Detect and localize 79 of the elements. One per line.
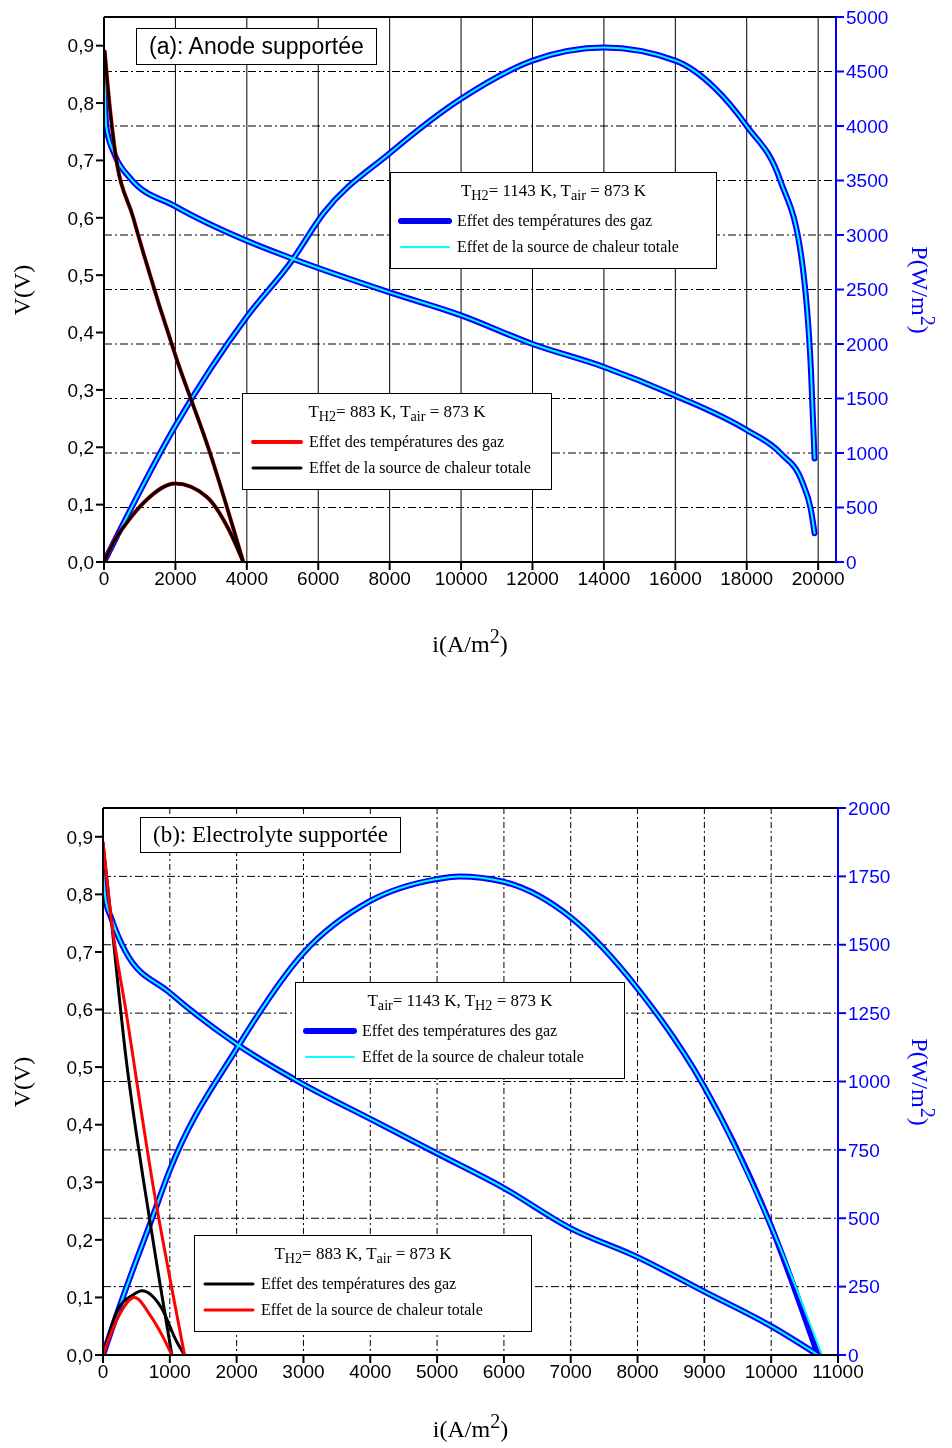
y2-tick-label: 1000 [846, 442, 889, 464]
legend-label: Effet des températures des gaz [309, 433, 505, 452]
y-tick-label: 0,0 [66, 1344, 93, 1366]
y-tick-label: 0,7 [66, 941, 93, 963]
x-tick-label: 2000 [215, 1361, 258, 1383]
y2-tick-label: 500 [848, 1207, 880, 1229]
y2-tick-label: 0 [846, 551, 857, 573]
x-tick-label: 3000 [282, 1361, 325, 1383]
x-tick-label: 1000 [148, 1361, 191, 1383]
legend-label: Effet de la source de chaleur totale [457, 238, 679, 257]
x-tick-label: 10000 [744, 1361, 798, 1383]
legend-label: Effet de la source de chaleur totale [261, 1301, 483, 1320]
x-tick-label: 7000 [549, 1361, 592, 1383]
x-tick-label: 8000 [368, 568, 411, 590]
x-tick-label: 6000 [297, 568, 340, 590]
x-tick-label: 6000 [482, 1361, 526, 1383]
x-axis-title: i(A/m$^{2}$) [432, 625, 508, 657]
y-axis-title: V(V) [8, 1056, 35, 1107]
y-tick-label: 0,4 [66, 1114, 94, 1136]
y2-tick-label: 5000 [846, 6, 889, 28]
y2-tick-label: 1250 [848, 1002, 891, 1024]
y-tick-label: 0,4 [67, 322, 95, 344]
text: (b): Electrolyte supportée [153, 822, 389, 847]
y2-tick-label: 4000 [846, 115, 889, 137]
y2-tick-label: 4500 [846, 61, 889, 83]
y-tick-label: 0,8 [66, 884, 93, 906]
x-tick-label: 14000 [577, 568, 631, 590]
y-tick-label: 0,8 [67, 92, 94, 114]
y-tick-label: 0,1 [67, 494, 94, 516]
annotation: T$_{H2}$= 1143 K, T$_{air}$ = 873 K [460, 181, 647, 204]
x-tick-label: 10000 [434, 568, 488, 590]
y-tick-label: 0,5 [67, 264, 94, 286]
y2-tick-label: 750 [848, 1139, 880, 1161]
y2-tick-label: 1500 [846, 388, 889, 410]
y2-tick-label: 1000 [848, 1071, 891, 1093]
annotation: T$_{H2}$= 883 K, T$_{air}$ = 873 K [308, 402, 486, 425]
y2-tick-label: 2000 [848, 797, 891, 819]
annotation: T$_{air}$= 1143 K, T$_{H2}$ = 873 K [367, 991, 553, 1014]
y-tick-label: 0,2 [67, 437, 94, 459]
y-tick-label: 0,2 [66, 1229, 93, 1251]
y2-tick-label: 2000 [846, 333, 889, 355]
y-tick-label: 0,5 [66, 1056, 93, 1078]
y-axis-title: V(V) [8, 264, 35, 315]
y2-tick-label: 3500 [846, 170, 889, 192]
y2-tick-label: 500 [846, 497, 878, 519]
legend-label: Effet des températures des gaz [362, 1022, 558, 1041]
legend-label: Effet des températures des gaz [457, 212, 653, 231]
x-tick-label: 0 [97, 1361, 109, 1383]
x-tick-label: 8000 [616, 1361, 659, 1383]
x-tick-label: 18000 [720, 568, 774, 590]
y2-tick-label: 3000 [846, 224, 889, 246]
y-tick-label: 0,7 [67, 150, 94, 172]
y-tick-label: 0,9 [67, 35, 94, 57]
y-tick-label: 0,0 [67, 551, 94, 573]
y2-tick-label: 1750 [848, 866, 891, 888]
x-tick-label: 2000 [154, 568, 197, 590]
x-axis-title: i(A/m$^{2}$) [432, 1410, 509, 1442]
y-tick-label: 0,1 [66, 1287, 93, 1309]
legend-label: Effet des températures des gaz [261, 1275, 457, 1294]
y2-tick-label: 250 [848, 1276, 880, 1298]
annotation: T$_{H2}$= 883 K, T$_{air}$ = 873 K [274, 1244, 452, 1267]
x-tick-label: 5000 [415, 1361, 459, 1383]
text: (a): Anode supportée [149, 33, 364, 59]
y2-tick-label: 1500 [848, 934, 891, 956]
y2-tick-label: 2500 [846, 279, 889, 301]
y-tick-label: 0,3 [66, 1172, 93, 1194]
y-tick-label: 0,6 [66, 999, 93, 1021]
legend-label: Effet de la source de chaleur totale [362, 1048, 584, 1067]
x-tick-label: 16000 [648, 568, 702, 590]
legend-label: Effet de la source de chaleur totale [309, 459, 531, 478]
x-tick-label: 20000 [791, 568, 845, 590]
y-tick-label: 0,9 [66, 826, 93, 848]
x-tick-label: 4000 [349, 1361, 392, 1383]
y-tick-label: 0,3 [67, 379, 94, 401]
x-tick-label: 12000 [506, 568, 559, 590]
x-tick-label: 4000 [225, 568, 268, 590]
y-tick-label: 0,6 [67, 207, 94, 229]
x-tick-label: 9000 [683, 1361, 726, 1383]
x-tick-label: 0 [98, 568, 110, 590]
